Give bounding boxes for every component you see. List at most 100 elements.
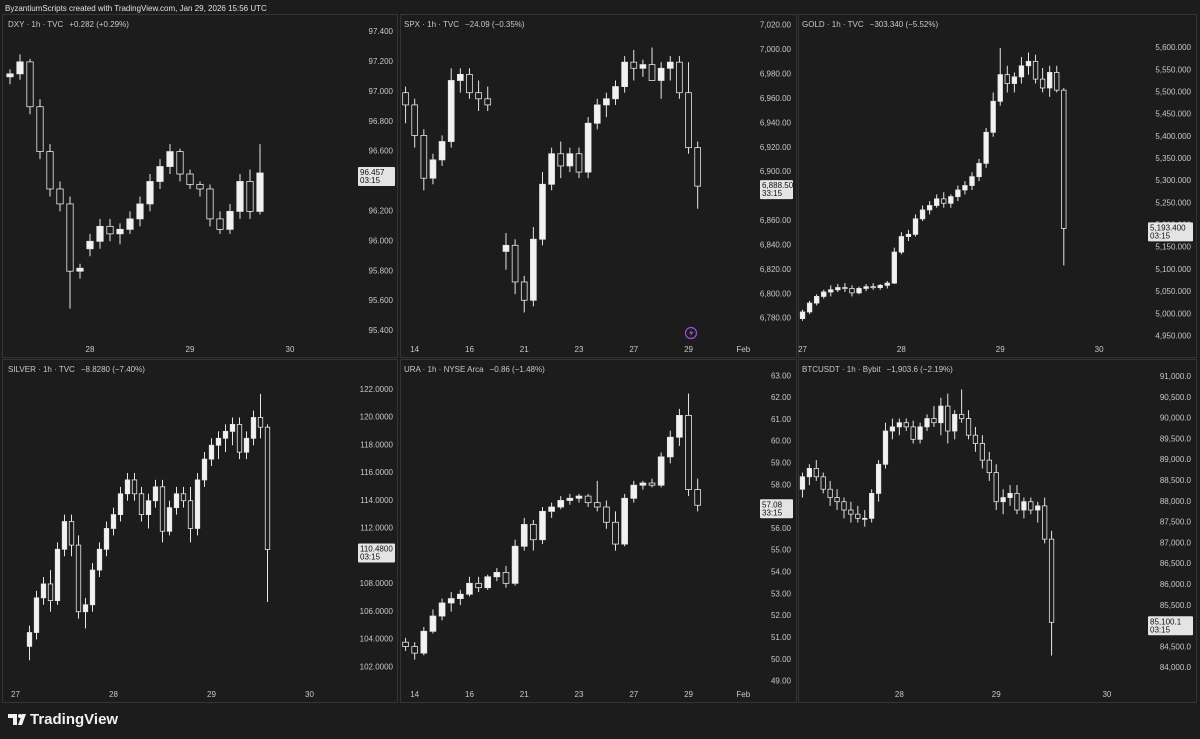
candle-body [926,205,933,211]
candle-body [910,426,916,440]
y-tick-label: 90,000.0 [1160,414,1192,423]
candle-body [36,106,44,152]
candle-body [246,181,254,212]
candle-body [82,604,89,613]
candle-body [520,524,528,547]
y-tick-label: 7,020.00 [760,21,792,30]
candle-body [26,61,34,108]
price-label-box [760,499,793,519]
price-label: 85,100.1 [1150,617,1182,626]
candle-body [145,500,152,515]
chart-title: SILVER · 1h · TVC [8,365,75,374]
candle-body [166,151,174,167]
chart-title: URA · 1h · NYSE Arca [404,365,484,374]
countdown: 03:15 [1150,625,1171,634]
candle-body [475,92,482,100]
candle-body [919,209,926,220]
icon-ring [684,326,698,340]
panel-frame [2,359,398,703]
panel-frame [798,359,1197,703]
x-tick-label: 29 [996,345,1005,354]
candle-body [666,436,674,458]
candle-body [990,100,996,133]
x-tick-label: 27 [798,345,807,354]
candle-body [429,615,437,632]
candle-body [96,548,103,571]
candle-body [420,630,428,654]
candle-body [475,582,482,589]
panel-frame [400,359,797,703]
y-tick-label: 6,900.00 [760,167,792,176]
lightning-icon [684,326,698,340]
y-tick-label: 6,860.00 [760,216,792,225]
candle-body [1032,60,1039,80]
countdown: 33:15 [762,508,783,517]
y-tick-label: 86,500.0 [1160,559,1192,568]
candle-body [136,203,144,220]
candle-body [429,159,437,179]
candle-body [863,286,869,289]
candle-body [676,415,683,438]
candle-body [685,415,692,490]
candle-body [835,287,841,291]
price-label-box [760,180,793,200]
candle-body [584,495,592,504]
candle-body [402,641,409,647]
candle-body [117,493,124,515]
y-tick-label: 53.00 [771,589,792,598]
y-tick-label: 85,500.0 [1160,601,1192,610]
y-tick-label: 104.0000 [360,635,394,644]
y-tick-label: 120.0000 [360,413,394,422]
candle-body [557,500,565,508]
candle-body [257,417,264,428]
candle-body [46,151,54,190]
price-label: 6,888.50 [762,181,794,190]
candle-body [821,291,827,297]
candle-body [484,576,492,589]
candle-body [447,80,455,142]
candle-body [1004,74,1010,84]
y-tick-label: 106.0000 [360,607,394,616]
candle-body [841,501,847,511]
candle-body [146,181,154,205]
y-tick-label: 91,000.0 [1160,372,1192,381]
candle-body [229,424,236,432]
x-tick-label: 27 [629,690,638,699]
candle-body [256,172,264,212]
x-tick-label: Feb [736,690,750,699]
y-tick-label: 58.00 [771,480,792,489]
candle-body [806,468,812,478]
y-tick-label: 6,820.00 [760,265,792,274]
chart-title: SPX · 1h · TVC [404,20,459,29]
candle-body [676,61,683,94]
candle-body [882,430,889,465]
y-tick-label: 96.800 [369,117,394,126]
candle-body [603,98,610,106]
y-tick-label: 6,840.00 [760,240,792,249]
y-tick-label: 6,800.00 [760,289,792,298]
candle-body [194,479,201,529]
candle-body [891,251,897,284]
candle-body [630,61,638,69]
candle-body [612,86,619,100]
y-tick-label: 5,000.000 [1155,309,1191,318]
candle-body [502,572,510,584]
y-tick-label: 88,500.0 [1160,476,1192,485]
candle-body [869,492,875,519]
candle-body [612,521,619,545]
x-tick-label: 14 [410,690,419,699]
candle-body [813,468,819,478]
candle-body [66,203,74,272]
y-tick-label: 6,980.00 [760,69,792,78]
x-tick-label: 28 [895,690,904,699]
x-tick-label: 23 [575,690,584,699]
candle-body [106,225,114,235]
panel-frame [400,14,797,358]
candle-body [969,176,975,186]
y-tick-label: 5,100.000 [1155,265,1191,274]
candle-body [938,405,944,424]
x-tick-label: 27 [11,690,20,699]
y-tick-label: 5,350.000 [1155,154,1191,163]
candle-body [820,476,826,490]
x-tick-label: 30 [305,690,314,699]
